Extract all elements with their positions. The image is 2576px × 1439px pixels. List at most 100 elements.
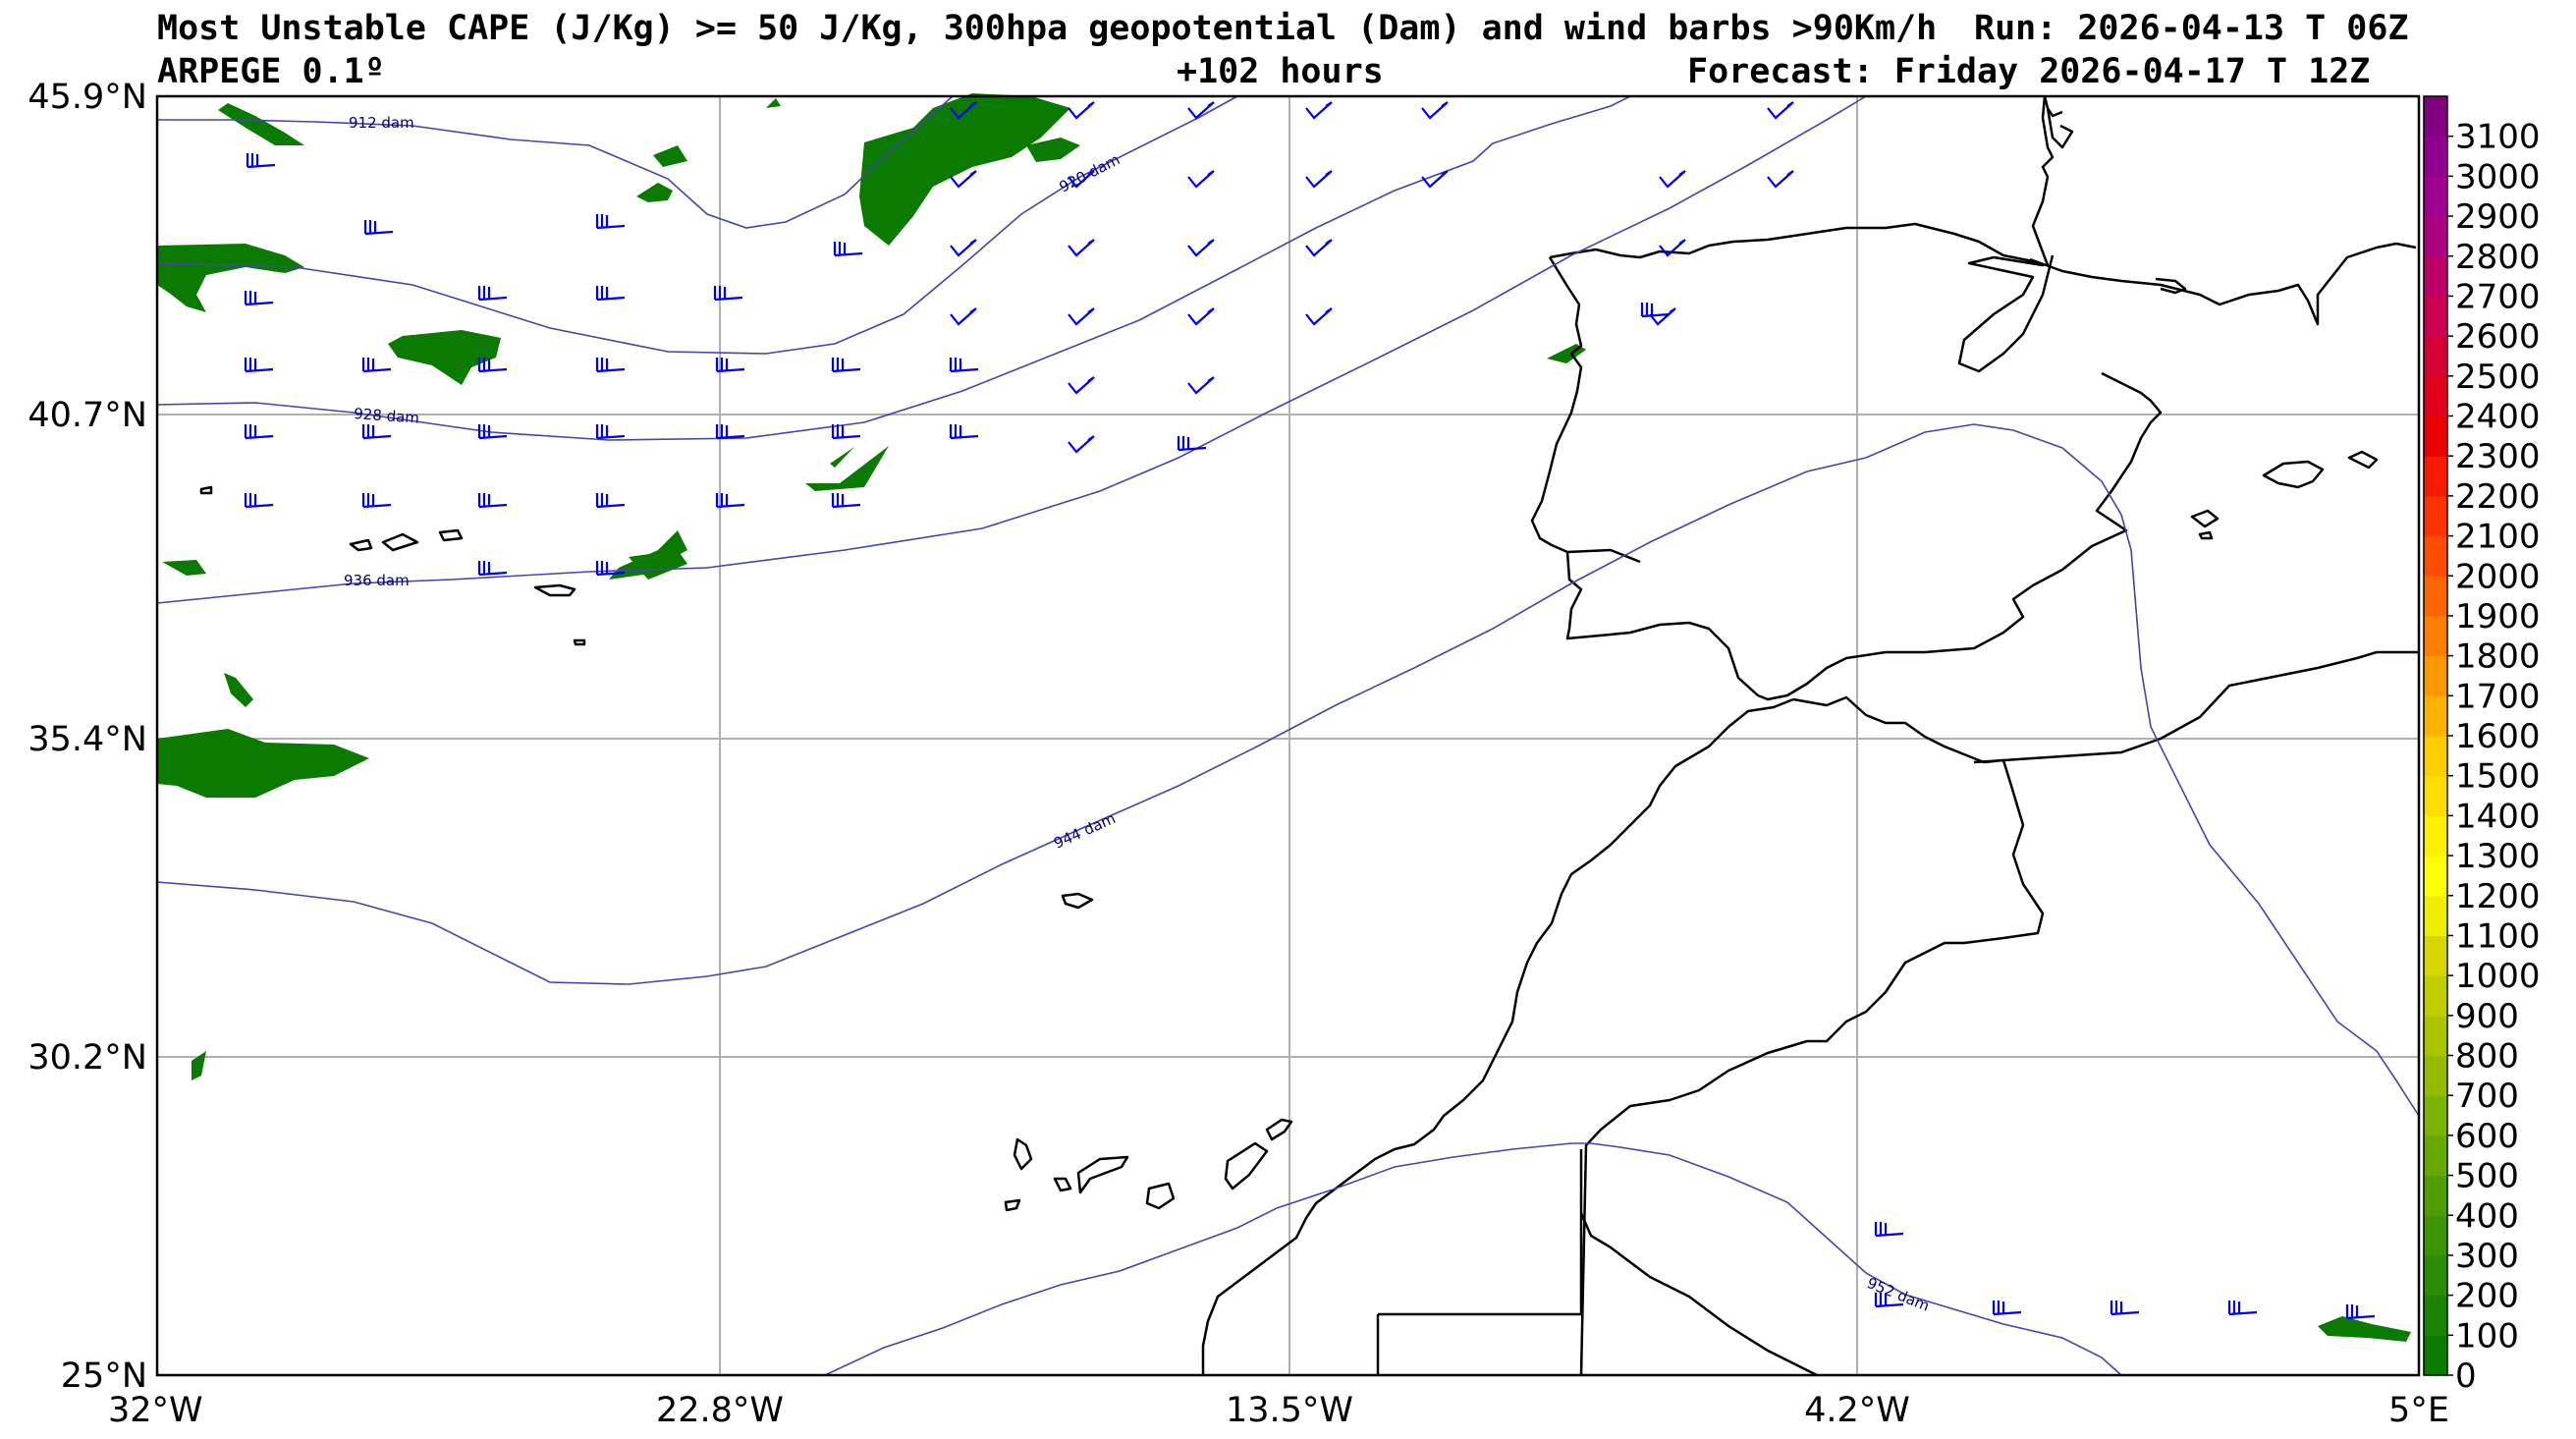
- wind-barb: [595, 358, 626, 373]
- wind-barb: [1767, 101, 1794, 120]
- wind-barb: [1068, 376, 1095, 395]
- colorbar-tick-label: 2700: [2455, 277, 2541, 316]
- wind-barb: [1187, 101, 1215, 120]
- contour-label-912: 912 dam: [349, 114, 414, 132]
- colorbar-swatch: [2424, 1015, 2447, 1057]
- colorbar-tick-label: 300: [2455, 1237, 2519, 1276]
- lat-tick-label: 40.7°N: [27, 396, 147, 435]
- colorbar-swatch: [2424, 176, 2447, 217]
- wind-barb: [713, 286, 743, 302]
- colorbar-tick-label: 1700: [2455, 677, 2541, 716]
- colorbar-swatch: [2424, 136, 2447, 177]
- wind-barb: [1874, 1293, 1904, 1308]
- colorbar-tick-label: 1600: [2455, 717, 2541, 756]
- map-gridlines: [157, 96, 2419, 1375]
- colorbar-swatch: [2424, 1215, 2447, 1256]
- lon-tick-label: 22.8°W: [656, 1391, 784, 1430]
- wind-barb: [1767, 170, 1794, 189]
- cape-colorbar: 0100200300400500600700800900100011001200…: [2423, 95, 2541, 1396]
- colorbar-swatch: [2424, 495, 2447, 537]
- wind-barb: [831, 424, 861, 440]
- wind-barb: [244, 358, 274, 373]
- wind-barb: [1187, 170, 1215, 189]
- coastlines: [199, 95, 2419, 1377]
- colorbar-swatch: [2424, 736, 2447, 777]
- wind-barb: [1068, 101, 1095, 120]
- colorbar-tick-label: 2500: [2455, 358, 2541, 397]
- colorbar-tick-label: 2300: [2455, 437, 2541, 476]
- lat-tick-label: 45.9°N: [27, 78, 147, 117]
- wind-barbs: [244, 101, 2376, 1320]
- wind-barb: [477, 424, 508, 440]
- colorbar-swatch: [2424, 1175, 2447, 1216]
- colorbar-tick-label: 2400: [2455, 398, 2541, 437]
- colorbar-swatch: [2424, 375, 2447, 417]
- wind-barb: [715, 493, 745, 509]
- wind-barb: [1068, 170, 1095, 189]
- colorbar-tick-label: 800: [2455, 1037, 2519, 1077]
- colorbar-tick-label: 900: [2455, 997, 2519, 1036]
- wind-barb: [833, 242, 863, 257]
- colorbar-tick-label: 1200: [2455, 877, 2541, 916]
- wind-barb: [363, 220, 394, 236]
- colorbar-tick-label: 3000: [2455, 157, 2541, 196]
- colorbar-swatch: [2424, 1095, 2447, 1136]
- wind-barb: [1649, 307, 1676, 326]
- colorbar-tick-label: 0: [2455, 1356, 2477, 1396]
- contour-label-936: 936 dam: [344, 572, 410, 589]
- colorbar-swatch: [2424, 615, 2447, 657]
- colorbar-tick-label: 500: [2455, 1157, 2519, 1196]
- wind-barb: [1992, 1301, 2022, 1316]
- colorbar-tick-label: 1900: [2455, 597, 2541, 636]
- wind-barb: [715, 424, 745, 440]
- colorbar-tick-label: 1800: [2455, 637, 2541, 677]
- forecast-time: Forecast: Friday 2026-04-17 T 12Z: [1687, 52, 2371, 91]
- wind-barb: [1305, 307, 1333, 326]
- colorbar-tick-label: 2900: [2455, 197, 2541, 237]
- colorbar-swatch: [2424, 96, 2447, 138]
- wind-barb: [1187, 376, 1215, 395]
- wind-barb: [477, 493, 508, 509]
- contour-label-928: 928 dam: [354, 405, 420, 427]
- run-time: Run: 2026-04-13 T 06Z: [1974, 9, 2409, 48]
- wind-barb: [1659, 239, 1686, 257]
- wind-barb: [1068, 239, 1095, 257]
- colorbar-swatch: [2424, 1055, 2447, 1096]
- colorbar-tick-label: 1400: [2455, 797, 2541, 836]
- wind-barb: [477, 358, 508, 373]
- wind-barb: [950, 307, 977, 326]
- colorbar-swatch: [2424, 815, 2447, 857]
- wind-barb: [595, 493, 626, 509]
- wind-barb: [361, 424, 392, 440]
- wind-barb: [244, 291, 274, 306]
- wind-barb: [715, 358, 745, 373]
- model-name: ARPEGE 0.1º: [157, 52, 385, 91]
- wind-barb: [246, 153, 276, 169]
- colorbar-swatch: [2424, 895, 2447, 937]
- wind-barb: [1640, 303, 1671, 318]
- wind-barb: [1177, 436, 1207, 452]
- colorbar-tick-label: 3100: [2455, 118, 2541, 157]
- colorbar-tick-label: 2600: [2455, 317, 2541, 357]
- wind-barb: [950, 101, 977, 120]
- colorbar-swatch: [2424, 296, 2447, 337]
- wind-barb: [1305, 170, 1333, 189]
- colorbar-swatch: [2424, 1135, 2447, 1177]
- lon-tick-label: 4.2°W: [1804, 1391, 1910, 1430]
- colorbar-tick-label: 2800: [2455, 238, 2541, 277]
- colorbar-swatch: [2424, 336, 2447, 377]
- colorbar-swatch: [2424, 456, 2447, 497]
- colorbar-tick-label: 1300: [2455, 837, 2541, 876]
- lon-tick-label: 13.5°W: [1226, 1391, 1353, 1430]
- wind-barb: [831, 493, 861, 509]
- wind-barb: [950, 170, 977, 189]
- lat-tick-label: 30.2°N: [27, 1038, 147, 1078]
- wind-barb: [1305, 101, 1333, 120]
- wind-barb: [361, 358, 392, 373]
- lat-tick-label: 25°N: [61, 1356, 147, 1396]
- colorbar-tick-label: 400: [2455, 1196, 2519, 1236]
- lat-tick-label: 35.4°N: [27, 720, 147, 759]
- wind-barb: [831, 358, 861, 373]
- map-frame: [155, 94, 2421, 1377]
- wind-barb: [477, 561, 508, 577]
